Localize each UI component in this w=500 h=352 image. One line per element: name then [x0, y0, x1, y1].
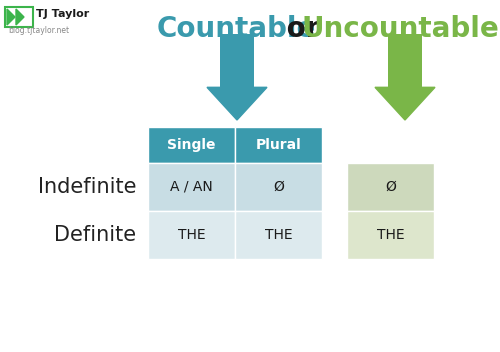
- Text: or: or: [277, 15, 329, 43]
- Text: TJ Taylor: TJ Taylor: [36, 9, 89, 19]
- Text: Ø: Ø: [385, 180, 396, 194]
- Bar: [5, 7, 33, 27]
- Text: THE: THE: [376, 228, 404, 242]
- Polygon shape: [375, 87, 435, 120]
- Text: blog.tjtaylor.net: blog.tjtaylor.net: [8, 26, 69, 35]
- Bar: [148, 211, 235, 259]
- Text: Definite: Definite: [54, 225, 136, 245]
- Polygon shape: [16, 9, 24, 25]
- Text: A / AN: A / AN: [170, 180, 213, 194]
- Text: Ø: Ø: [273, 180, 284, 194]
- Text: Plural: Plural: [256, 138, 302, 152]
- Bar: [235, 211, 322, 259]
- Text: THE: THE: [178, 228, 206, 242]
- Text: Single: Single: [167, 138, 216, 152]
- Bar: [220, 34, 254, 87]
- Polygon shape: [207, 87, 267, 120]
- Text: Countable: Countable: [157, 15, 316, 43]
- Bar: [235, 163, 322, 211]
- Text: Uncountable: Uncountable: [301, 15, 499, 43]
- Polygon shape: [7, 9, 15, 25]
- Text: Indefinite: Indefinite: [38, 177, 136, 197]
- Bar: [347, 163, 434, 211]
- Bar: [148, 163, 235, 211]
- Bar: [347, 211, 434, 259]
- Bar: [388, 34, 422, 87]
- Bar: [148, 127, 235, 163]
- Bar: [235, 127, 322, 163]
- Text: THE: THE: [264, 228, 292, 242]
